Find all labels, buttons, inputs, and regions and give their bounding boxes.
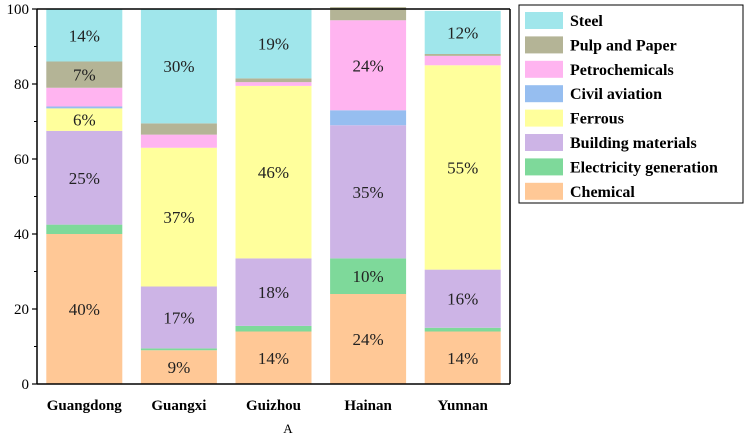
- data-label: 37%: [163, 208, 194, 227]
- legend-label: Chemical: [570, 184, 635, 201]
- bar-segment-guangxi-electricity-generation: [140, 348, 217, 351]
- bar-segment-guizhou-ferrous: [235, 85, 312, 259]
- legend-swatch-building-materials: [525, 134, 563, 151]
- legend-label: Ferrous: [570, 111, 624, 128]
- bar-segment-guangdong-chemical: [46, 234, 123, 384]
- x-tick-label: Guangxi: [151, 398, 206, 414]
- bar-segment-guangxi-building-materials: [140, 286, 217, 349]
- data-label: 14%: [447, 349, 478, 368]
- legend: Steel Pulp and Paper Petrochemicals Civil a…: [518, 4, 744, 204]
- bar-segment-guangdong-civil-aviation: [46, 106, 123, 109]
- bar-segment-guizhou-pulp-and-paper: [235, 78, 312, 83]
- data-label: 16%: [447, 290, 478, 309]
- data-label: 46%: [258, 163, 289, 182]
- bar-segment-yunnan-petrochemicals: [424, 55, 501, 66]
- bar-segment-yunnan-steel: [424, 10, 501, 54]
- bar-segment-hainan-civil-aviation: [330, 110, 407, 126]
- legend-label: Steel: [570, 13, 603, 30]
- bar-segment-guangdong-building-materials: [46, 130, 123, 225]
- data-label: 17%: [163, 308, 194, 327]
- x-tick-label: Guangdong: [47, 398, 123, 414]
- bar-segment-guangdong-electricity-generation: [46, 224, 123, 234]
- panel-label: A: [283, 421, 293, 436]
- data-label: 7%: [73, 66, 96, 85]
- data-label: 25%: [69, 169, 100, 188]
- data-label: 14%: [258, 349, 289, 368]
- data-label: 6%: [73, 111, 96, 130]
- bar-segment-hainan-electricity-generation: [330, 258, 407, 294]
- bar-segment-hainan-pulp-and-paper: [330, 7, 407, 21]
- bar-segment-guizhou-steel: [235, 9, 312, 79]
- bar-segment-guizhou-building-materials: [235, 258, 312, 326]
- legend-label: Petrochemicals: [570, 62, 674, 79]
- legend-swatch-petrochemicals: [525, 60, 563, 78]
- bar-segment-guangdong-steel: [46, 9, 123, 62]
- y-tick-label: 60: [14, 152, 29, 168]
- axes-group: Guangdong Guangxi Guizhou Hainan Yunnan 0 20 40…: [7, 2, 511, 414]
- legend-swatch-civil-aviation: [525, 85, 563, 103]
- legend-label: Civil aviation: [570, 86, 662, 103]
- legend-label: Building materials: [570, 135, 697, 152]
- y-tick-label: 0: [22, 377, 30, 393]
- data-label: 12%: [447, 23, 478, 42]
- bar-segment-yunnan-building-materials: [424, 269, 501, 328]
- bar-segment-guangxi-ferrous: [140, 147, 217, 287]
- x-tick-label: Hainan: [344, 398, 392, 414]
- bars-group: 40% 25% 6% 7% 14% 9% 17% 37% 30% 14% 18% 46% 19% 24% 1…: [46, 7, 501, 384]
- bar-segment-guizhou-chemical: [235, 331, 312, 384]
- bar-segment-guizhou-petrochemicals: [235, 82, 312, 86]
- data-label: 18%: [258, 283, 289, 302]
- data-label: 30%: [163, 57, 194, 76]
- legend-swatch-pulp-and-paper: [525, 36, 563, 54]
- bar-segment-yunnan-chemical: [424, 331, 501, 384]
- legend-swatch-ferrous: [525, 109, 563, 127]
- bar-segment-guangxi-pulp-and-paper: [140, 123, 217, 135]
- bar-segment-guangxi-chemical: [140, 350, 217, 384]
- legend-swatch-chemical: [525, 182, 563, 200]
- legend-label: Pulp and Paper: [570, 37, 677, 54]
- data-label: 35%: [353, 183, 384, 202]
- data-label: 10%: [353, 267, 384, 286]
- bar-segment-yunnan-ferrous: [424, 65, 501, 270]
- y-tick-label: 40: [14, 227, 29, 243]
- bar-segment-guangdong-pulp-and-paper: [46, 61, 123, 88]
- legend-swatch-electricity-generation: [525, 158, 563, 176]
- data-label: 55%: [447, 158, 478, 177]
- y-tick-label: 80: [14, 77, 29, 93]
- bar-segment-hainan-building-materials: [330, 125, 407, 259]
- y-tick-label: 20: [14, 302, 29, 318]
- data-label: 14%: [69, 26, 100, 45]
- legend-swatch-steel: [525, 12, 563, 29]
- x-tick-label: Guizhou: [246, 398, 301, 414]
- bar-segment-guangxi-steel: [140, 9, 217, 124]
- data-label: 24%: [353, 56, 384, 75]
- bar-segment-guizhou-electricity-generation: [235, 325, 312, 332]
- data-label: 40%: [69, 300, 100, 319]
- bar-segment-guangxi-petrochemicals: [140, 134, 217, 148]
- legend-label: Electricity generation: [570, 159, 718, 176]
- bar-segment-yunnan-pulp-and-paper: [424, 54, 501, 56]
- bar-segment-guangdong-ferrous: [46, 108, 123, 131]
- data-label: 24%: [353, 330, 384, 349]
- bar-segment-hainan-chemical: [330, 294, 407, 384]
- data-label: 19%: [258, 35, 289, 54]
- bar-segment-hainan-petrochemicals: [330, 20, 407, 111]
- bar-segment-guangdong-petrochemicals: [46, 87, 123, 107]
- bar-segment-yunnan-electricity-generation: [424, 327, 501, 332]
- x-tick-label: Yunnan: [438, 398, 489, 414]
- y-tick-label: 100: [7, 2, 30, 18]
- data-label: 9%: [168, 358, 191, 377]
